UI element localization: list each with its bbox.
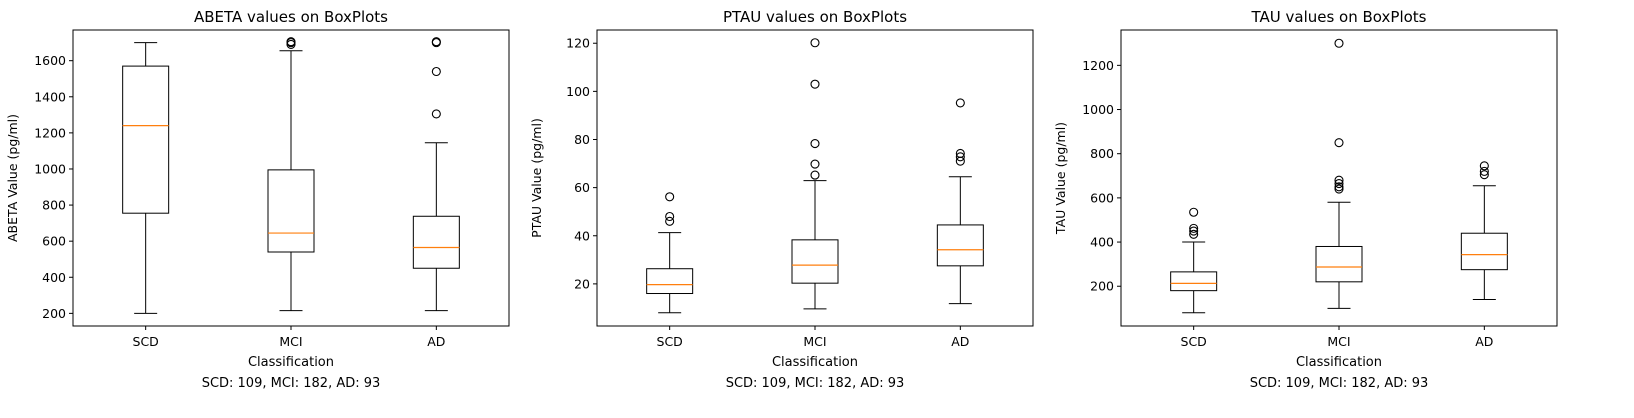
outlier-point [810, 79, 820, 89]
outlier-point [665, 211, 675, 222]
x-tick-label: SCD [657, 334, 683, 349]
y-tick-label: 600 [42, 234, 66, 249]
chart-title: TAU values on BoxPlots [1251, 8, 1427, 26]
iqr-box [791, 239, 839, 284]
y-tick-label: 60 [574, 180, 590, 195]
chart-title: PTAU values on BoxPlots [723, 8, 907, 26]
outlier-point [665, 192, 675, 202]
box-scd: SCD [122, 42, 170, 349]
y-tick-label: 600 [1090, 190, 1114, 205]
iqr-box [936, 224, 984, 267]
outlier-point [1479, 170, 1489, 180]
outlier-point [810, 170, 820, 180]
box-mci: MCI [791, 38, 839, 349]
y-tick-label: 800 [42, 198, 66, 213]
x-tick-label: SCD [1181, 334, 1207, 349]
outlier-point [1479, 161, 1489, 171]
y-tick-label: 80 [574, 132, 590, 147]
outlier-point [1189, 226, 1199, 236]
x-tick-label: AD [1475, 334, 1493, 349]
outlier-point [1334, 182, 1344, 192]
box-ad: AD [936, 98, 984, 349]
y-axis-label: PTAU Value (pg/ml) [529, 118, 544, 238]
outlier-point [1189, 207, 1199, 217]
outlier-point [665, 216, 675, 226]
x-axis-label: Classification [1296, 355, 1382, 370]
outlier-point [431, 37, 441, 47]
outlier-point [1334, 138, 1344, 148]
box-scd: SCD [646, 192, 694, 349]
x-axis-label: Classification [248, 355, 334, 370]
outlier-point [810, 139, 820, 149]
panel-tau: TAU values on BoxPlots 200 400 600 800 1000 12… [1053, 8, 1558, 370]
box-mci: MCI [1315, 38, 1363, 349]
x-tick-label: MCI [279, 334, 302, 349]
iqr-box [646, 268, 694, 295]
iqr-box [1170, 271, 1218, 292]
iqr-box [267, 169, 315, 253]
outlier-point [955, 98, 965, 108]
x-tick-label: SCD [133, 334, 159, 349]
y-tick-label: 120 [566, 36, 590, 51]
caption-tau-counts: SCD: 109, MCI: 182, AD: 93 [1249, 376, 1429, 391]
x-tick-label: AD [427, 334, 445, 349]
y-axis-label: ABETA Value (pg/ml) [5, 114, 20, 242]
y-tick-label: 800 [1090, 146, 1114, 161]
x-tick-label: AD [951, 334, 969, 349]
iqr-box [1315, 245, 1363, 283]
x-tick-label: MCI [1327, 334, 1350, 349]
y-tick-label: 200 [42, 306, 66, 321]
y-tick-label: 40 [574, 228, 590, 243]
y-tick-label: 1600 [34, 53, 66, 68]
outlier-point [286, 37, 296, 47]
iqr-box [412, 215, 460, 269]
box-mci: MCI [267, 37, 315, 349]
caption-ptau-counts: SCD: 109, MCI: 182, AD: 93 [725, 376, 905, 391]
outlier-point [1334, 184, 1344, 194]
outlier-point [431, 109, 441, 119]
axes-frame [596, 29, 1034, 327]
y-tick-label: 100 [566, 84, 590, 99]
outlier-point [810, 38, 820, 48]
y-tick-label: 1200 [1082, 58, 1114, 73]
y-tick-label: 1400 [34, 89, 66, 104]
outlier-point [1479, 166, 1489, 176]
y-tick-label: 200 [1090, 279, 1114, 294]
y-axis-label: TAU Value (pg/ml) [1053, 122, 1068, 235]
panel-ptau: PTAU values on BoxPlots 20 40 60 80 100 120 PTA… [529, 8, 1034, 370]
y-tick-label: 1000 [1082, 102, 1114, 117]
outlier-point [1334, 178, 1344, 189]
outlier-point [1334, 38, 1344, 48]
outlier-point [1189, 229, 1199, 239]
outlier-point [431, 66, 441, 77]
chart-title: ABETA values on BoxPlots [194, 8, 388, 26]
outlier-point [1334, 175, 1344, 185]
panel-abeta: ABETA values on BoxPlots 200 400 600 800 1000… [5, 8, 510, 370]
y-tick-label: 400 [42, 270, 66, 285]
iqr-box [1460, 232, 1508, 271]
y-tick-label: 1000 [34, 161, 66, 176]
outlier-point [955, 152, 965, 162]
box-ad: AD [412, 37, 460, 349]
outlier-point [1189, 223, 1199, 233]
y-tick-label: 400 [1090, 235, 1114, 250]
x-axis-label: Classification [772, 355, 858, 370]
caption-abeta-counts: SCD: 109, MCI: 182, AD: 93 [201, 376, 381, 391]
box-ad: AD [1460, 161, 1508, 349]
box-scd: SCD [1170, 207, 1218, 349]
y-tick-label: 1200 [34, 125, 66, 140]
outlier-point [955, 148, 965, 159]
iqr-box [122, 65, 170, 214]
x-tick-label: MCI [803, 334, 826, 349]
outlier-point [810, 159, 820, 169]
y-tick-label: 20 [574, 276, 590, 291]
